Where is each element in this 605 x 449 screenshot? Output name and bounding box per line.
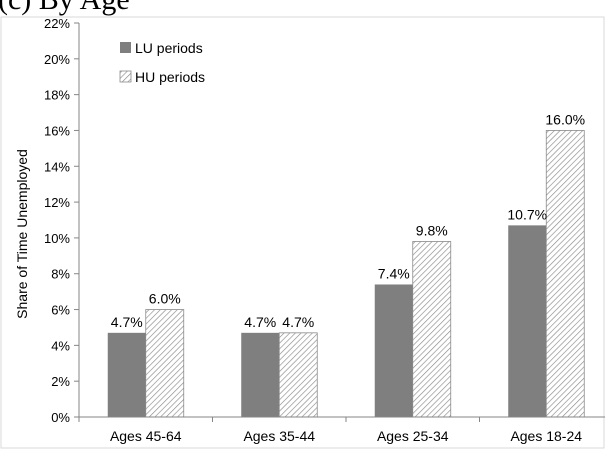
data-label: 10.7% [507,206,547,222]
y-tick-label: 4% [51,338,70,353]
x-category-label: Ages 18-24 [510,428,582,444]
x-category-label: Ages 35-44 [243,428,315,444]
chart-border [0,16,605,449]
y-tick-label: 18% [44,88,70,103]
cropped-figure-title: (c) By Age [0,0,130,16]
legend-label-lu: LU periods [135,40,203,56]
y-tick-label: 10% [44,231,70,246]
legend-swatch-lu [120,42,131,53]
bar-hu [412,241,452,418]
bar-hu [145,309,185,418]
bar-lu [241,332,280,417]
bar-hu [278,332,318,418]
legend-swatch-hu [119,70,132,83]
y-tick-label: 0% [51,410,70,425]
legend: LU periods HU periods [119,40,205,85]
x-category-label: Ages 25-34 [377,428,449,444]
x-axis: Ages 45-64 Ages 35-44 Ages 25-34 Ages 18-24 [78,416,605,444]
bars-group [107,130,585,418]
y-tick-label: 16% [44,123,70,138]
legend-label-hu: HU periods [135,69,205,85]
y-tick-label: 6% [51,303,70,318]
x-category-label: Ages 45-64 [110,428,182,444]
y-axis-title: Share of Time Unemployed [14,149,30,319]
bar-hu [545,130,585,418]
data-label: 4.7% [282,314,314,330]
y-tick-label: 12% [44,195,70,210]
bar-lu [374,284,413,417]
y-tick-label: 14% [44,159,70,174]
y-tick-label: 2% [51,374,70,389]
y-tick-label: 8% [51,267,70,282]
data-label: 6.0% [149,291,181,307]
data-label: 9.8% [416,222,448,238]
bar-lu [508,225,547,417]
y-axis: 0% 2% 4% 6% 8% 10% 12% 14% 16% 18% 20% 22% [44,16,80,425]
data-label: 7.4% [378,265,410,281]
bar-lu [107,332,146,417]
data-label: 4.7% [111,314,143,330]
data-label: 4.7% [244,314,276,330]
y-tick-label: 22% [44,16,70,31]
y-tick-label: 20% [44,52,70,67]
data-labels-group: 4.7% 6.0% 4.7% 4.7% 7.4% 9.8% 10.7% 16.0% [111,111,585,329]
data-label: 16.0% [545,111,585,127]
